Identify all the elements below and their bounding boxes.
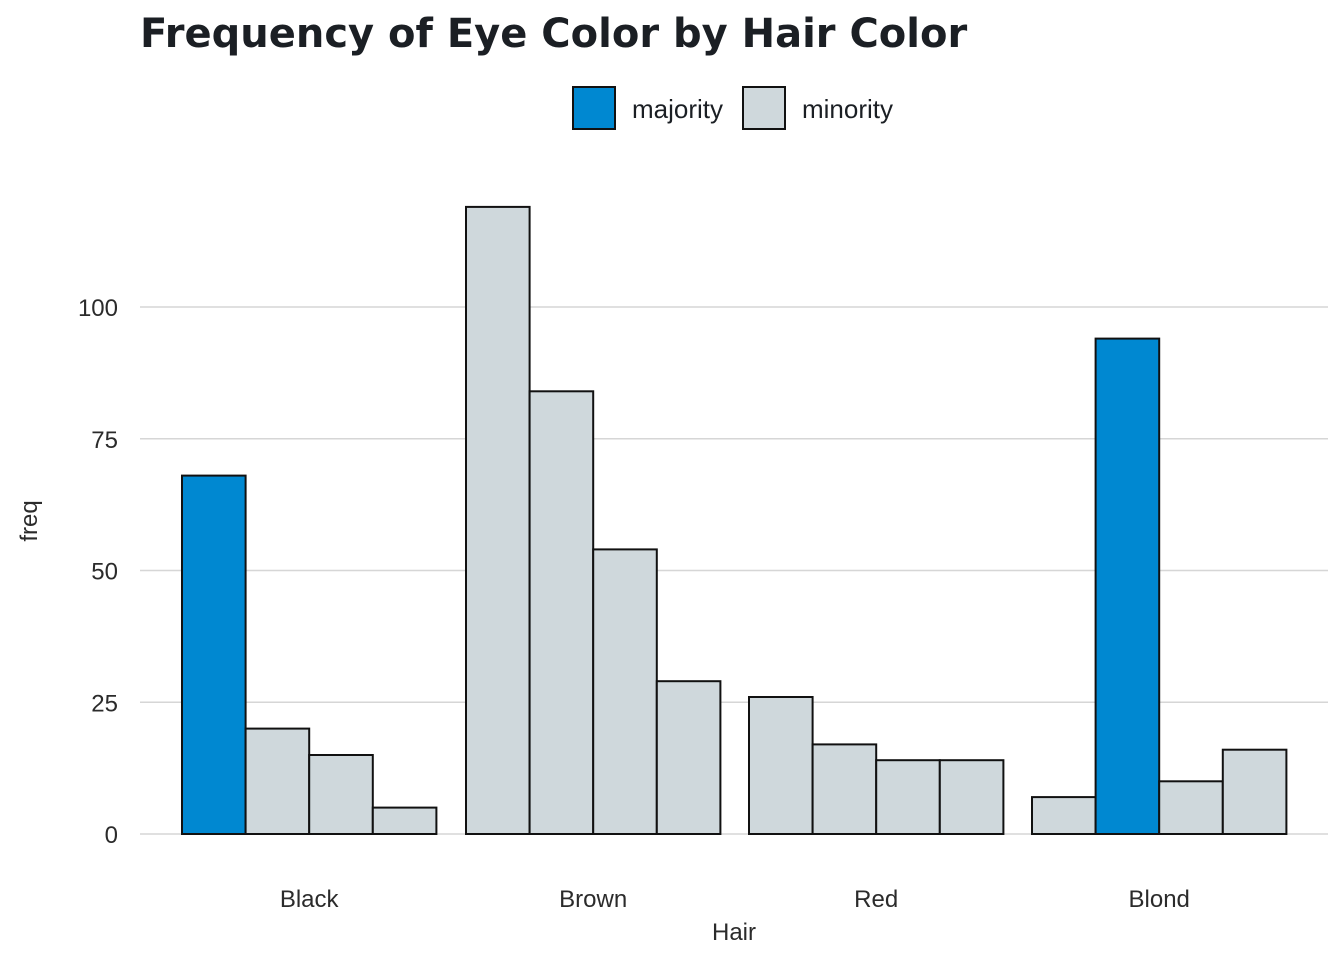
bar-red-1 [748, 696, 814, 835]
y-tick-label-25: 25 [91, 690, 118, 717]
bar-brown-1 [465, 205, 531, 835]
x-tick-label-blond: Blond [1129, 886, 1190, 913]
legend: majority minority [572, 86, 893, 130]
x-tick-label-black: Black [280, 886, 340, 913]
bar-brown-4 [655, 680, 722, 836]
y-tick-label-50: 50 [91, 559, 118, 586]
bar-brown-2 [528, 390, 595, 835]
y-tick-label-100: 100 [78, 295, 118, 322]
bar-black-1 [181, 474, 247, 835]
legend-label-majority: majority [632, 94, 723, 124]
x-tick-label-red: Red [854, 886, 898, 913]
bar-blond-3 [1158, 780, 1224, 835]
legend-swatch-minority [742, 86, 786, 130]
y-tick-label-0: 0 [105, 822, 118, 849]
legend-swatch-majority [572, 86, 616, 130]
bar-black-2 [244, 727, 311, 835]
y-tick-label-75: 75 [91, 427, 118, 454]
bars [181, 205, 1288, 836]
bar-black-4 [371, 806, 438, 835]
bar-blond-4 [1221, 748, 1288, 836]
bar-red-3 [875, 759, 941, 836]
y-axis-title: freq [16, 500, 43, 541]
x-axis-ticks: Black Brown Red Blond [280, 886, 1190, 913]
x-tick-label-brown: Brown [559, 886, 627, 913]
x-axis-title: Hair [712, 919, 756, 946]
bar-blond-1 [1031, 796, 1097, 835]
bar-red-4 [938, 759, 1005, 836]
legend-label-minority: minority [802, 94, 893, 124]
chart-title: Frequency of Eye Color by Hair Color [140, 11, 967, 57]
bar-black-3 [308, 754, 374, 835]
bar-blond-2 [1094, 337, 1161, 835]
bar-brown-3 [592, 548, 658, 836]
bar-red-2 [811, 743, 878, 836]
y-axis-ticks: 0 25 50 75 100 [78, 295, 118, 849]
